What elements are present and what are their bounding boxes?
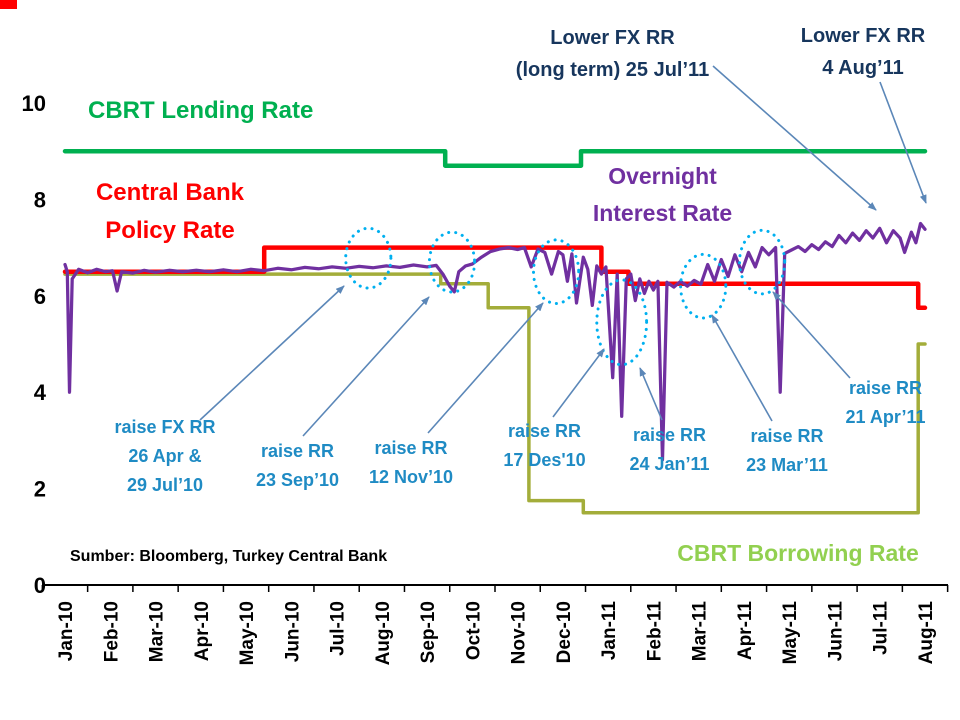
x-axis-label: Aug-10 — [373, 601, 394, 665]
event-ellipse — [532, 238, 581, 306]
y-axis-label: 2 — [34, 477, 46, 502]
y-axis-label: 8 — [34, 187, 46, 212]
event-ellipse — [679, 252, 728, 320]
series-central-bank-policy-rate — [62, 245, 928, 311]
x-axis-label: Apr-10 — [192, 601, 213, 661]
y-axis-label: 0 — [34, 573, 46, 598]
x-axis-label: Jan-10 — [56, 601, 77, 661]
annotation-arrow — [552, 348, 605, 418]
x-axis-label: Apr-11 — [735, 601, 756, 661]
y-axis-label: 10 — [22, 91, 46, 116]
series-overnight-interest-rate — [63, 221, 927, 462]
x-axis-label: Mar-11 — [690, 601, 711, 662]
event-ellipse — [427, 230, 477, 294]
series-cbrt-lending-rate — [62, 148, 928, 168]
event-ellipse — [344, 226, 393, 290]
series-cbrt-borrowing-rate — [63, 272, 927, 515]
x-axis-label: Feb-11 — [644, 601, 665, 662]
x-axis-label: Nov-10 — [509, 601, 530, 664]
x-axis-label: May-10 — [237, 601, 258, 665]
y-axis-label: 6 — [34, 284, 46, 309]
x-axis-label: Feb-10 — [101, 601, 122, 662]
annotation-arrow — [199, 285, 345, 421]
annotation-arrow — [639, 367, 663, 421]
x-axis-label: Jan-11 — [599, 601, 620, 661]
annotation-arrow — [427, 302, 544, 434]
x-axis-label: Mar-10 — [147, 601, 168, 662]
x-axis-label: Jul-10 — [328, 601, 349, 656]
x-axis-label: Jul-11 — [871, 601, 892, 655]
annotation-arrow — [772, 291, 851, 379]
x-axis-label: Oct-10 — [463, 601, 484, 660]
event-ellipse — [738, 228, 787, 296]
corner-mark — [0, 0, 17, 9]
x-axis-label: Aug-11 — [916, 601, 937, 665]
y-axis-label: 4 — [34, 380, 47, 405]
annotation-arrow — [711, 314, 773, 422]
x-axis-label: Sep-10 — [418, 601, 439, 663]
annotation-arrow — [712, 65, 877, 211]
x-axis-label: Jun-10 — [282, 601, 303, 662]
annotation-arrow — [302, 296, 430, 437]
x-axis-label: Jun-11 — [825, 601, 846, 662]
x-axis-label: May-11 — [780, 601, 801, 665]
x-axis-label: Dec-10 — [554, 601, 575, 663]
annotation-arrow — [879, 81, 927, 204]
event-ellipse — [595, 278, 649, 367]
